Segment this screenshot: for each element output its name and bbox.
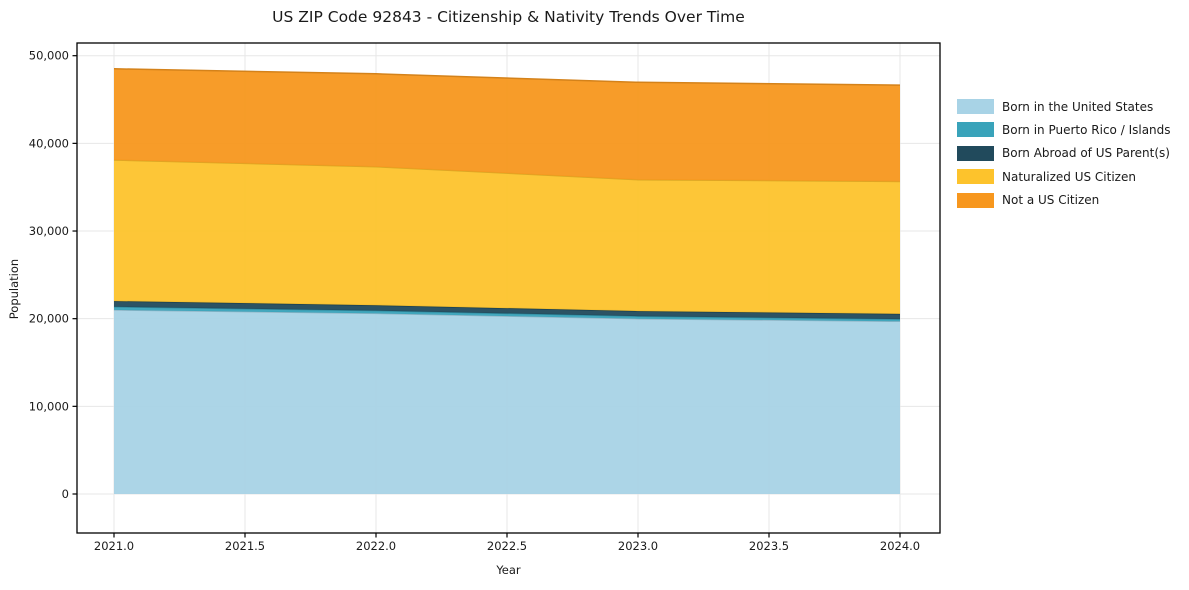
legend-label: Born Abroad of US Parent(s) xyxy=(1002,146,1170,161)
y-tick-label: 0 xyxy=(62,487,69,501)
legend-item: Naturalized US Citizen xyxy=(957,169,1171,185)
x-tick-label: 2023.5 xyxy=(749,539,789,553)
legend-label: Born in Puerto Rico / Islands xyxy=(1002,122,1171,137)
legend: Born in the United States Born in Puerto … xyxy=(957,99,1171,208)
legend-item: Born in the United States xyxy=(957,99,1171,114)
x-tick-label: 2024.0 xyxy=(880,539,920,553)
legend-label: Naturalized US Citizen xyxy=(1002,169,1136,184)
legend-item: Born in Puerto Rico / Islands xyxy=(957,122,1171,138)
x-tick-label: 2021.5 xyxy=(225,539,265,553)
area-top-edge xyxy=(113,68,901,86)
area-naturalized-us-citizen xyxy=(114,160,900,314)
area-born-in-the-united-states xyxy=(114,309,900,494)
legend-label: Born in the United States xyxy=(1002,99,1154,114)
legend-swatch xyxy=(957,169,994,185)
legend-swatch xyxy=(957,145,994,161)
x-tick-label: 2022.5 xyxy=(487,539,527,553)
area-born-abroad-of-us-parent-s- xyxy=(114,301,900,320)
y-tick-label: 20,000 xyxy=(29,312,69,326)
area-top-edge xyxy=(113,306,901,320)
plot-frame xyxy=(76,42,941,534)
y-tick-label: 10,000 xyxy=(29,399,69,413)
legend-item: Born Abroad of US Parent(s) xyxy=(957,145,1171,161)
y-tick-label: 40,000 xyxy=(29,136,69,150)
y-tick-label: 30,000 xyxy=(29,224,69,238)
chart-title: US ZIP Code 92843 - Citizenship & Nativi… xyxy=(272,8,745,26)
legend-swatch xyxy=(957,192,994,208)
x-tick-label: 2021.0 xyxy=(94,539,134,553)
legend-label: Not a US Citizen xyxy=(1002,193,1100,208)
legend-swatch xyxy=(957,122,994,138)
x-tick-label: 2022.0 xyxy=(356,539,396,553)
area-not-a-us-citizen xyxy=(114,68,900,182)
x-tick-label: 2023.0 xyxy=(618,539,658,553)
y-tick-label: 50,000 xyxy=(29,49,69,63)
legend-swatch xyxy=(957,99,994,114)
x-axis-label: Year xyxy=(496,563,521,577)
legend-item: Not a US Citizen xyxy=(957,192,1171,208)
